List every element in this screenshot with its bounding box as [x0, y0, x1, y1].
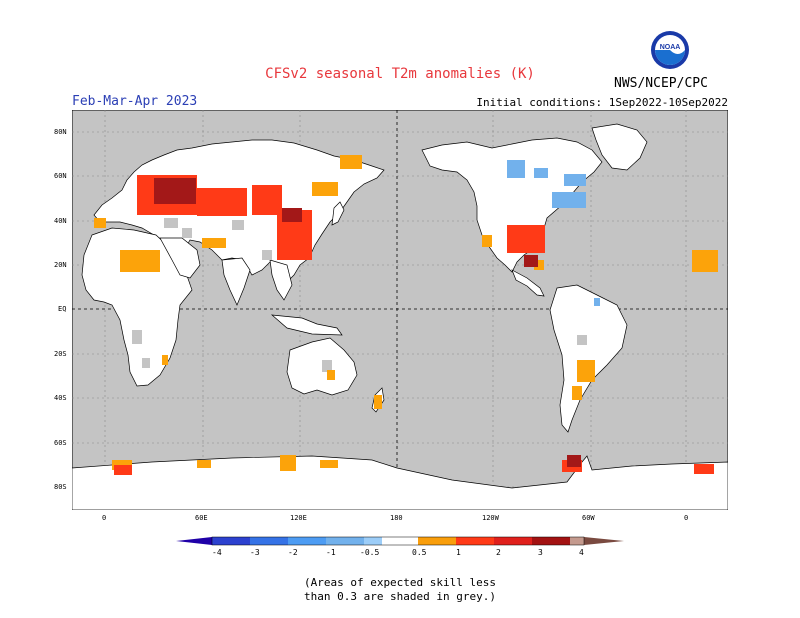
lon-label-120e: 120E	[290, 514, 307, 522]
lon-label-60e: 60E	[195, 514, 208, 522]
lat-label-60s: 60S	[54, 439, 67, 447]
lat-label-80n: 80N	[54, 128, 67, 136]
lat-label-20n: 20N	[54, 261, 67, 269]
colorbar-arrow-right	[584, 537, 624, 545]
colorbar-border	[211, 536, 585, 546]
anomaly-map	[72, 110, 728, 510]
footnote-line: than 0.3 are shaded in grey.)	[303, 590, 497, 603]
colorbar-label: -3	[250, 548, 260, 557]
colorbar-label: -0.5	[360, 548, 380, 557]
arabia-land	[159, 237, 201, 279]
colorbar-swatch	[288, 537, 326, 545]
colorbar-swatch	[364, 537, 382, 545]
india-land	[221, 257, 251, 306]
warm-strong-anomaly-areas	[154, 178, 581, 467]
greenland-land	[591, 123, 648, 171]
lat-label-20s: 20S	[54, 350, 67, 358]
warm-light-anomaly-areas	[94, 155, 718, 471]
lat-label-80s: 80S	[54, 483, 67, 491]
colorbar-label: 4	[579, 548, 584, 557]
colorbar-swatch	[326, 537, 364, 545]
se-asia-land	[269, 259, 293, 301]
map-title: CFSv2 seasonal T2m anomalies (K)	[265, 66, 535, 82]
colorbar-swatch	[456, 537, 494, 545]
colorbar-swatch	[418, 537, 456, 545]
footnote-line: (Areas of expected skill less	[303, 576, 497, 589]
lat-label-60n: 60N	[54, 172, 67, 180]
colorbar-swatch	[532, 537, 570, 545]
colorbar-label: -2	[288, 548, 298, 557]
lon-label-0-east: 0	[684, 514, 689, 522]
indonesia-land	[270, 314, 343, 336]
colorbar-label: 2	[496, 548, 501, 557]
colorbar-label: -4	[212, 548, 222, 557]
forecast-period: Feb-Mar-Apr 2023	[72, 94, 198, 109]
agency-label: NWS/NCEP/CPC	[614, 76, 708, 91]
colorbar-arrow-left	[176, 537, 212, 545]
colorbar-label: 1	[456, 548, 461, 557]
lon-label-120w: 120W	[482, 514, 499, 522]
lat-label-40s: 40S	[54, 394, 67, 402]
lat-label-40n: 40N	[54, 217, 67, 225]
colorbar-label: 3	[538, 548, 543, 557]
colorbar-label: 0.5	[412, 548, 427, 557]
colorbar-swatch	[250, 537, 288, 545]
lon-label-60w: 60W	[582, 514, 595, 522]
noaa-logo-icon: NOAA	[651, 31, 689, 69]
lon-label-0: 0	[102, 514, 107, 522]
colorbar-swatch	[382, 537, 418, 545]
lat-label-eq: EQ	[58, 305, 67, 313]
cool-anomaly-areas	[507, 160, 600, 306]
colorbar-swatch	[494, 537, 532, 545]
skill-footnote: (Areas of expected skill less than 0.3 a…	[0, 576, 800, 604]
japan-land	[331, 201, 345, 226]
south-america-land	[549, 284, 628, 433]
colorbar-swatch	[212, 537, 250, 545]
colorbar-label: -1	[326, 548, 336, 557]
lon-label-180: 180	[390, 514, 403, 522]
svg-text:NOAA: NOAA	[660, 44, 681, 51]
initial-conditions: Initial conditions: 1Sep2022-10Sep2022	[476, 96, 728, 109]
colorbar-swatch	[570, 537, 584, 545]
central-america-land	[511, 269, 545, 297]
